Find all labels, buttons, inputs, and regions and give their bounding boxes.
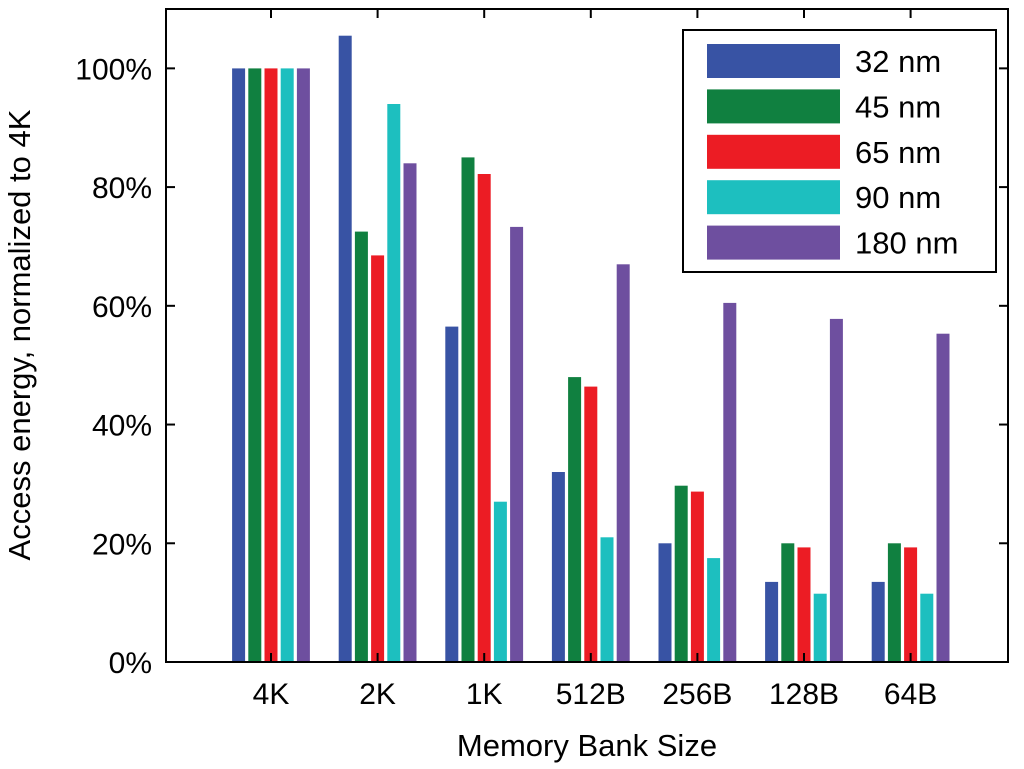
bar-32nm-128B [765, 581, 779, 662]
y-axis-title: Access energy, normalized to 4K [2, 109, 37, 560]
bar-90nm-64B [920, 593, 934, 662]
bar-32nm-512B [551, 472, 565, 662]
bar-180nm-1K [510, 226, 524, 662]
bar-45nm-2K [354, 231, 368, 662]
bar-180nm-512B [616, 264, 630, 662]
x-tick-label: 4K [253, 678, 290, 711]
bar-32nm-2K [338, 35, 352, 662]
bar-45nm-1K [461, 157, 475, 662]
y-tick-label: 100% [75, 53, 152, 86]
bar-65nm-512B [584, 386, 598, 662]
bar-180nm-128B [829, 318, 843, 662]
x-tick-label: 64B [884, 678, 937, 711]
bar-180nm-256B [723, 302, 737, 662]
bar-90nm-1K [493, 501, 507, 662]
bar-180nm-2K [403, 163, 417, 663]
x-tick-label: 1K [466, 678, 503, 711]
bar-90nm-128B [813, 593, 827, 662]
bar-65nm-128B [797, 547, 811, 662]
bar-45nm-512B [568, 377, 582, 662]
x-tick-label: 128B [769, 678, 839, 711]
bar-45nm-128B [781, 543, 795, 662]
bar-65nm-2K [371, 255, 385, 662]
bar-90nm-512B [600, 537, 614, 662]
bars-group [232, 35, 950, 663]
x-tick-label: 2K [359, 678, 396, 711]
y-tick-label: 40% [92, 410, 152, 443]
y-tick-label: 20% [92, 528, 152, 561]
bar-45nm-4K [248, 68, 262, 662]
legend-swatch [707, 180, 840, 215]
legend-label: 32 nm [855, 44, 941, 79]
bar-65nm-4K [264, 68, 278, 662]
bar-32nm-64B [871, 581, 885, 662]
legend-swatch [707, 134, 840, 169]
bar-45nm-256B [674, 485, 688, 662]
bar-65nm-1K [477, 174, 491, 662]
x-axis-title: Memory Bank Size [457, 728, 717, 763]
legend-swatch [707, 225, 840, 260]
plot-frame [165, 8, 1009, 663]
bar-32nm-4K [232, 68, 246, 662]
legend-label: 65 nm [855, 135, 941, 170]
legend-swatch [707, 44, 840, 78]
legend-label: 180 nm [855, 226, 958, 261]
legend-swatch [707, 89, 840, 124]
bar-180nm-64B [936, 333, 950, 662]
bar-45nm-64B [887, 543, 901, 662]
bar-90nm-4K [280, 68, 294, 662]
x-tick-label: 512B [556, 678, 626, 711]
legend-label: 45 nm [855, 89, 941, 124]
bar-65nm-256B [690, 491, 704, 662]
y-axis: 0% 20% 40% 60% 80% 100% [75, 53, 1008, 680]
x-tick-label: 256B [662, 678, 732, 711]
bar-32nm-256B [658, 543, 672, 662]
bar-90nm-2K [387, 104, 401, 662]
y-tick-label: 60% [92, 291, 152, 324]
legend: 32 nm 45 nm 65 nm 90 nm 180 nm [682, 29, 997, 273]
bar-90nm-256B [707, 558, 721, 662]
bar-32nm-1K [445, 326, 459, 662]
y-tick-label: 0% [109, 647, 152, 680]
bar-65nm-64B [904, 547, 918, 662]
x-axis: 4K 2K 1K 512B 256B 128B 64B [253, 9, 937, 711]
legend-label: 90 nm [855, 180, 941, 215]
bar-180nm-4K [296, 68, 310, 662]
y-tick-label: 80% [92, 172, 152, 205]
